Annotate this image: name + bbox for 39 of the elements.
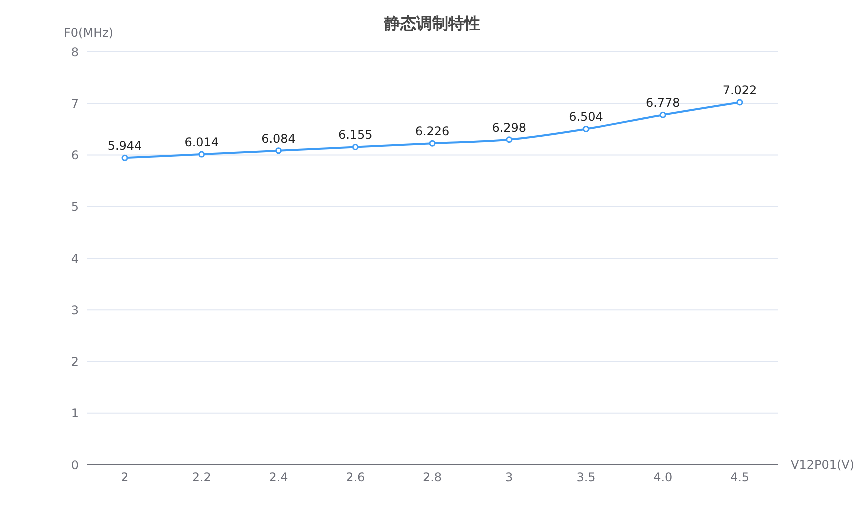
point [276,148,282,154]
data-label: 7.022 [722,83,758,98]
data-label: 6.504 [569,110,604,124]
point [660,112,666,118]
data-label: 6.226 [415,124,450,139]
point [736,99,744,106]
y-tick-label: 6 [71,148,79,163]
point [506,136,513,144]
data-label: 6.778 [646,96,680,110]
x-tick-label: 4.0 [654,470,673,485]
point [352,144,359,150]
x-axis-title: V12P01(V) [791,458,855,472]
y-tick-label: 5 [71,200,79,214]
x-tick-label: 2.8 [422,470,442,485]
y-tick-label: 2 [71,355,79,370]
x-tick-label: 2.6 [346,470,366,485]
x-tick-label: 4.5 [730,470,750,485]
y-tick-label: 3 [71,303,79,318]
point [122,154,128,162]
x-tick-label: 2.2 [192,470,212,485]
x-tick-label: 2.4 [269,470,288,485]
data-label: 6.155 [338,128,373,142]
data-label: 5.944 [108,139,142,154]
point [198,151,206,158]
y-tick-label: 4 [71,252,79,266]
x-tick-label: 3 [506,470,514,485]
data-label: 6.014 [184,136,220,150]
point [583,126,590,132]
y-tick-label: 0 [71,458,79,472]
y-tick-label: 7 [71,96,79,111]
chart-title: 静态调制特性 [384,14,480,33]
data-label: 6.298 [492,120,527,135]
x-tick-label: 2 [121,470,129,485]
y-tick-label: 1 [71,406,79,421]
y-axis-title: F0(MHz) [64,26,114,40]
y-tick-label: 8 [71,45,79,60]
x-tick-label: 3.5 [576,470,596,485]
data-label: 6.084 [262,132,296,146]
point [429,140,436,147]
